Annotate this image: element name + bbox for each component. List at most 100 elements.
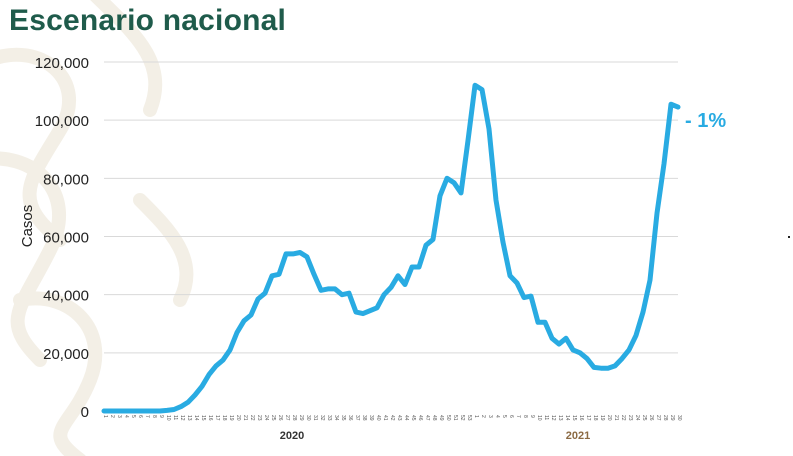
x-tick-label: 26	[277, 415, 283, 421]
grid-lines	[104, 61, 678, 354]
x-tick-label: 30	[676, 415, 682, 421]
x-tick-label: 10	[536, 415, 542, 421]
x-tick-label: 17	[214, 415, 220, 421]
x-tick-label: 21	[242, 415, 248, 421]
x-tick-label: 48	[431, 415, 437, 421]
x-tick-label: 20	[235, 415, 241, 421]
x-tick-label: 2	[109, 415, 115, 418]
x-tick-label: 33	[326, 415, 332, 421]
x-tick-label: 29	[669, 415, 675, 421]
x-tick-label: 36	[347, 415, 353, 421]
percent-change-annotation: - 1%	[685, 110, 726, 132]
x-tick-label: 31	[312, 415, 318, 421]
x-tick-label: 28	[291, 415, 297, 421]
x-tick-label: 27	[284, 415, 290, 421]
stray-mark	[788, 236, 790, 238]
x-tick-label: 44	[403, 415, 409, 421]
x-tick-label: 11	[543, 415, 549, 420]
year-label-2020: 2020	[280, 430, 304, 442]
page-title: Escenario nacional	[9, 4, 287, 37]
x-tick-label: 18	[221, 415, 227, 421]
x-tick-label: 5	[501, 415, 507, 418]
x-tick-label: 26	[648, 415, 654, 421]
x-tick-label: 16	[207, 415, 213, 421]
x-tick-label: 4	[123, 415, 129, 418]
y-tick-label: 100,000	[35, 113, 89, 130]
x-tick-label: 19	[228, 415, 234, 421]
x-tick-label: 2	[480, 415, 486, 418]
x-tick-label: 13	[186, 415, 192, 421]
x-tick-label: 1	[102, 415, 108, 418]
x-tick-label: 7	[144, 415, 150, 418]
x-tick-label: 8	[522, 415, 528, 418]
x-tick-label: 23	[627, 415, 633, 421]
y-axis-label: Casos	[19, 205, 36, 248]
x-axis-ticks: 1 2 3 4 5 6 7 8 9 10 11 12 13 14 15 16 17 18 19 20 21 22 23 24 2…	[102, 415, 682, 421]
x-tick-label: 5	[130, 415, 136, 418]
y-tick-label: 120,000	[35, 55, 89, 72]
year-label-2021: 2021	[566, 430, 590, 442]
x-tick-label: 15	[200, 415, 206, 421]
y-tick-label: 0	[81, 404, 89, 421]
x-tick-label: 14	[564, 415, 570, 421]
x-tick-label: 30	[305, 415, 311, 421]
x-tick-label: 27	[655, 415, 661, 421]
y-tick-label: 40,000	[43, 288, 89, 305]
x-tick-label: 9	[529, 415, 535, 418]
x-tick-label: 12	[179, 415, 185, 421]
x-tick-label: 39	[368, 415, 374, 421]
x-tick-label: 22	[249, 415, 255, 421]
x-tick-label: 6	[137, 415, 143, 418]
x-tick-label: 25	[641, 415, 647, 421]
x-tick-label: 52	[459, 415, 465, 421]
x-tick-label: 29	[298, 415, 304, 421]
x-tick-label: 47	[424, 415, 430, 421]
x-tick-label: 24	[263, 415, 269, 421]
x-tick-label: 23	[256, 415, 262, 421]
y-tick-label: 80,000	[43, 171, 89, 188]
x-tick-label: 51	[452, 415, 458, 421]
x-tick-label: 3	[487, 415, 493, 418]
x-tick-label: 6	[508, 415, 514, 418]
series-line-casos	[101, 82, 681, 414]
x-tick-label: 24	[634, 415, 640, 421]
x-tick-label: 12	[550, 415, 556, 421]
x-tick-label: 20	[606, 415, 612, 421]
x-tick-label: 34	[333, 415, 339, 421]
x-tick-label: 49	[438, 415, 444, 421]
x-tick-label: 15	[571, 415, 577, 421]
x-tick-label: 3	[116, 415, 122, 418]
x-tick-label: 8	[151, 415, 157, 418]
x-tick-label: 50	[445, 415, 451, 421]
x-tick-label: 1	[473, 415, 479, 418]
x-tick-label: 22	[620, 415, 626, 421]
y-tick-label: 20,000	[43, 346, 89, 363]
x-tick-label: 35	[340, 415, 346, 421]
x-tick-label: 14	[193, 415, 199, 421]
x-tick-label: 10	[165, 415, 171, 421]
x-tick-label: 13	[557, 415, 563, 421]
x-tick-label: 41	[382, 415, 388, 421]
x-tick-label: 53	[466, 415, 472, 421]
x-tick-label: 46	[417, 415, 423, 421]
x-tick-label: 43	[396, 415, 402, 421]
x-tick-label: 32	[319, 415, 325, 421]
x-tick-label: 45	[410, 415, 416, 421]
x-tick-label: 9	[158, 415, 164, 418]
x-tick-label: 18	[592, 415, 598, 421]
x-tick-label: 7	[515, 415, 521, 418]
x-tick-label: 19	[599, 415, 605, 421]
x-tick-label: 11	[172, 415, 178, 420]
x-tick-label: 17	[585, 415, 591, 421]
y-axis-ticks: 0 20,000 40,000 60,000 80,000 100,000 120,000	[35, 55, 89, 421]
x-tick-label: 4	[494, 415, 500, 418]
x-tick-label: 38	[361, 415, 367, 421]
x-tick-label: 42	[389, 415, 395, 421]
x-tick-label: 40	[375, 415, 381, 421]
x-tick-label: 25	[270, 415, 276, 421]
x-tick-label: 16	[578, 415, 584, 421]
y-tick-label: 60,000	[43, 230, 89, 247]
x-tick-label: 21	[613, 415, 619, 421]
x-tick-label: 28	[662, 415, 668, 421]
